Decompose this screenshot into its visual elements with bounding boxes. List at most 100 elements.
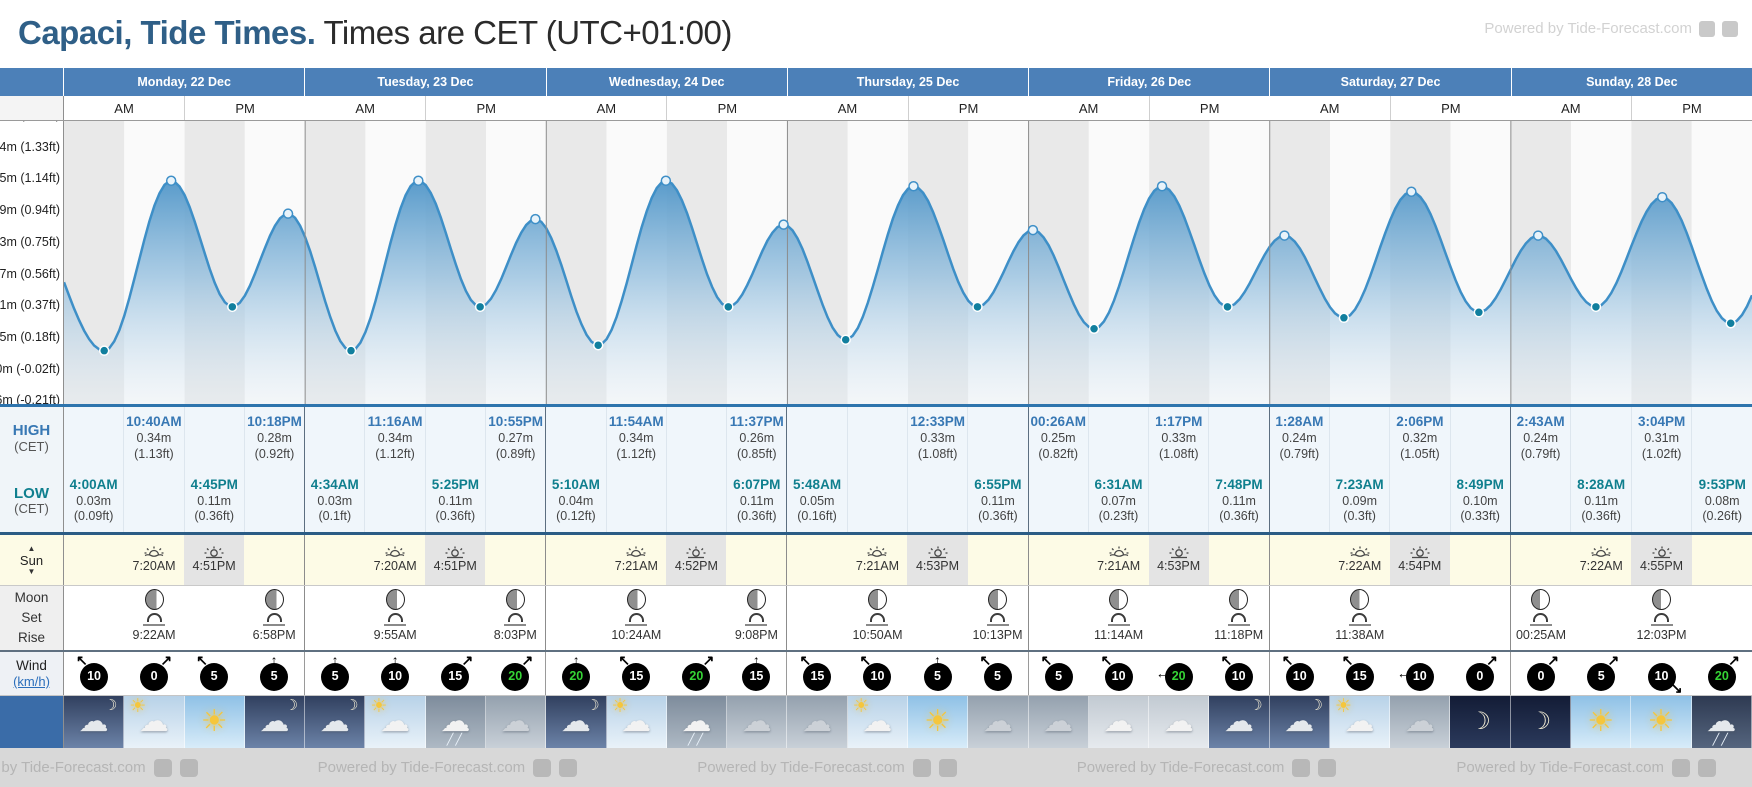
wind-indicator: ↑ 10: [378, 653, 412, 692]
am-cell: AM: [1511, 96, 1632, 120]
moon-glyph: ☽: [1309, 697, 1323, 714]
footer-app-icon[interactable]: [1671, 758, 1690, 777]
wind-speed-badge: 15: [742, 662, 771, 691]
wind-day-0: ↖ 10 ↗ 0 ↖ 5 ↑ 5: [64, 651, 306, 695]
weather-icon-rain-night: ☁ ╱╱: [1691, 696, 1752, 748]
low-day-4: 6:31AM 0.07m (0.23ft) 7:48PM 0.11m (0.36ft): [1029, 470, 1270, 532]
moon-label-rise: Rise: [17, 630, 45, 646]
pm-cell: PM: [1199, 100, 1220, 116]
wind-speed-badge: 10: [80, 662, 109, 691]
high-tide-height-ft: (0.89ft): [495, 446, 536, 461]
low-tide-height-m: 0.11m: [1584, 493, 1619, 508]
wind-indicator: ↑ 20: [559, 653, 593, 692]
wind-speed-badge: 5: [260, 662, 289, 691]
high-tide-height-ft: (1.13ft): [134, 446, 174, 461]
moon-cell: [546, 586, 606, 650]
moon-rise-time: 8:03PM: [493, 628, 537, 642]
footer-app-icon[interactable]: [912, 758, 931, 777]
weather-icon-sunny: ☀: [184, 696, 245, 748]
wind-direction-nw-arrow-icon: ↖: [1281, 651, 1294, 668]
sun-day-3: 7:21AM 4:53PM: [787, 535, 1029, 585]
wind-unit-link[interactable]: (km/h): [13, 673, 50, 689]
sun-expand-down-icon[interactable]: ▼: [27, 566, 36, 576]
moon-cell: [1390, 586, 1450, 650]
wind-direction-nw-arrow-icon: ↖: [799, 651, 812, 668]
moon-rise-time: 00:25AM: [1515, 628, 1566, 642]
low-tide-height-m: 0.08m: [1704, 493, 1740, 508]
sun-glyph: ☀: [1647, 705, 1675, 738]
footer-app-icon[interactable]: [1697, 758, 1716, 777]
sunset-cell: 4:51PM: [184, 535, 245, 585]
moon-arc-shape: [1231, 613, 1247, 622]
weather-icon-sun-cloud: ☀ ☁: [124, 696, 185, 748]
moon-row: Moon Set Rise 9:22AM 6:58PM 9:55AM 8:03PM 10:24…: [0, 585, 1752, 650]
sunrise-icon: [385, 546, 405, 558]
sun-empty-cell: [787, 535, 847, 585]
footer-app-icon[interactable]: [1318, 758, 1337, 777]
low-tide-cell: 5:48AM 0.05m (0.16ft): [787, 470, 848, 532]
footer-app-icon[interactable]: [938, 758, 957, 777]
wind-cell-wrap: ↑ 5: [907, 652, 967, 695]
weather-icon-sun-cloud: ☀ ☁: [1329, 696, 1391, 748]
footer-app-icon[interactable]: [559, 758, 578, 777]
moon-cell: [184, 586, 244, 650]
low-tide-cell: [1390, 470, 1451, 532]
sunset-cell: 4:51PM: [425, 535, 486, 585]
sunset-time: 4:51PM: [192, 559, 236, 574]
high-tide-cell: [787, 407, 848, 470]
wind-indicator: ↖ 10: [1281, 651, 1317, 692]
ampm-day-0: AM PM: [64, 96, 305, 120]
low-day-5: 7:23AM 0.09m (0.3ft) 8:49PM 0.10m (0.33ft): [1270, 470, 1511, 532]
low-tide-height-ft: (0.36ft): [1581, 509, 1621, 524]
moon-arc-shape: [990, 613, 1006, 622]
wind-indicator: ↗ 20: [679, 651, 715, 692]
axis-tick: 0.17m (0.56ft): [0, 266, 60, 281]
wind-speed-badge: 5: [1044, 662, 1073, 691]
wind-direction-ne-arrow-icon: ↗: [160, 651, 173, 668]
high-tide-height-ft: (1.02ft): [1641, 446, 1682, 461]
high-tide-cell: [1571, 407, 1632, 470]
wind-cell-wrap: ↑ 5: [305, 652, 365, 695]
wind-indicator: ↑ 5: [921, 653, 955, 692]
sun-day-6: 7:22AM 4:55PM: [1511, 535, 1752, 585]
weather-icon-sun-cloud: ☀ ☁: [365, 696, 426, 748]
day-header-0: Monday, 22 Dec: [64, 68, 306, 96]
footer-app-icon[interactable]: [153, 758, 172, 777]
footer-app-icon[interactable]: [1292, 758, 1311, 777]
moon-phase-icon: [144, 589, 164, 610]
low-tide-height-m: 0.03m: [317, 493, 353, 508]
low-tide-height-m: 0.11m: [980, 493, 1015, 508]
low-label-tz: (CET): [14, 501, 49, 517]
footer-app-icon[interactable]: [179, 758, 198, 777]
play-store-icon[interactable]: [1722, 20, 1738, 37]
sun-collapse-up-icon[interactable]: ▲: [27, 543, 36, 553]
low-tide-height-ft: (0.26ft): [1702, 509, 1742, 524]
weather-icon-cloud: ☁: [727, 696, 788, 748]
moon-arc-shape: [1533, 613, 1549, 622]
moon-arc-shape: [507, 613, 523, 622]
app-store-icon[interactable]: [1699, 20, 1715, 37]
moon-glyph: ☽: [1469, 708, 1491, 735]
footer-app-icon[interactable]: [533, 758, 552, 777]
moon-cell: 9:55AM: [365, 586, 425, 650]
sun-glyph: ☀: [200, 705, 228, 738]
weather-icon-sun-cloud: ☀ ☁: [847, 696, 908, 748]
high-tide-cell: [1089, 407, 1150, 470]
high-tide-cell: 1:28AM 0.24m (0.79ft): [1270, 407, 1330, 470]
low-tide-height-m: 0.10m: [1462, 493, 1498, 508]
low-tide-height-m: 0.11m: [739, 493, 774, 508]
powered-by-top: Powered by Tide-Forecast.com: [1484, 20, 1738, 37]
wind-speed-badge: 20: [682, 662, 711, 691]
moon-cell: [64, 586, 124, 650]
wind-direction-ne-arrow-icon: ↗: [702, 651, 715, 668]
ampm-day-1: AM PM: [305, 96, 546, 120]
sunrise-cell: 7:22AM: [1330, 535, 1390, 585]
low-tide-height-ft: (0.36ft): [978, 509, 1018, 524]
moon-phase-icon: [1350, 589, 1370, 610]
moon-cell: [787, 586, 847, 650]
low-day-6: 8:28AM 0.11m (0.36ft) 9:53PM 0.08m (0.26ft): [1511, 470, 1752, 532]
sunrise-time: 7:20AM: [132, 559, 176, 574]
sunset-cell: 4:54PM: [1389, 535, 1450, 585]
moon-day-0: 9:22AM 6:58PM: [64, 586, 306, 650]
